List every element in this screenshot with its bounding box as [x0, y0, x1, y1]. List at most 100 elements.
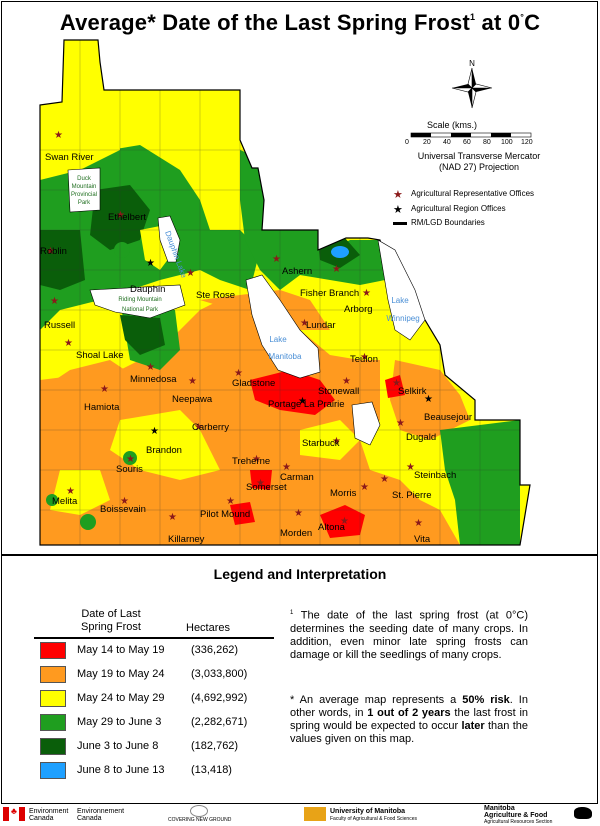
town-label: Killarney — [168, 534, 205, 545]
scale-ticks: 0 20 40 60 80 100 120 — [405, 139, 545, 149]
boundary-line-icon — [393, 222, 407, 225]
office-star-icon: ★ — [414, 518, 423, 529]
footnote-2-bold: 50% risk — [462, 694, 510, 706]
footnote-1: 1 The date of the last spring frost (at … — [290, 607, 528, 662]
lake-manitoba — [245, 274, 321, 379]
covering-new-ground-logo: COVERING NEW GROUND — [168, 805, 231, 825]
footnote-2: * An average map represents a 50% risk. … — [290, 694, 528, 746]
um-line2: Faculty of Agricultural & Food Sciences — [330, 816, 417, 822]
town-label: Arborg — [344, 304, 373, 315]
legend-swatch — [40, 690, 66, 707]
town-label: St. Pierre — [392, 490, 432, 501]
town-label: Minnedosa — [130, 374, 177, 385]
riding-mountain-label: Riding Mountain National Park — [118, 297, 161, 313]
zone-yellow-swanriver — [40, 40, 120, 175]
office-star-icon: ★ — [186, 268, 195, 279]
office-star-icon: ★ — [150, 426, 159, 437]
town-label: Boissevain — [100, 504, 146, 515]
rep-office-star-icon: ★ — [393, 189, 403, 201]
legend-hectares: (13,418) — [191, 764, 232, 776]
canada-flag-icon: ♣ — [3, 807, 25, 821]
office-star-icon: ★ — [100, 384, 109, 395]
town-label: Dauphin — [130, 284, 165, 295]
zone-may14-19-morden — [230, 502, 255, 525]
town-label: Melita — [52, 496, 78, 507]
swirl-icon — [190, 805, 208, 817]
office-star-icon: ★ — [424, 394, 433, 405]
zone-may19-24-d — [390, 360, 470, 440]
maf-line1: Manitoba — [484, 805, 515, 812]
map-panel — [1, 1, 598, 555]
zone-may14-19-selkirk — [385, 375, 405, 398]
zone-june3-8-c — [120, 315, 165, 355]
title-footnote-marker: 1 — [470, 12, 476, 22]
projection-note: Universal Transverse Mercator (NAD 27) P… — [404, 151, 554, 173]
legend-col-date: Date of Last Spring Frost — [81, 608, 141, 633]
zone-may29-june3-east — [440, 420, 520, 545]
duck-mountain-park — [67, 167, 101, 213]
town-label: Neepawa — [172, 394, 213, 405]
zone-may29-june3-interlake — [240, 150, 385, 290]
footnote-2-part: than the values given on this map. — [290, 720, 528, 745]
town-label: Somerset — [246, 482, 287, 493]
office-star-icon: ★ — [50, 296, 59, 307]
legend-hectares: (336,262) — [191, 644, 239, 656]
legend-hectares: (3,033,800) — [191, 668, 248, 680]
office-star-icon: ★ — [298, 396, 307, 407]
zone-june3-8-a — [90, 185, 150, 250]
office-star-icon: ★ — [300, 318, 309, 329]
office-star-icon: ★ — [126, 454, 135, 465]
duck-mountain-label: Duck Mountain Provincial Park — [71, 176, 97, 206]
town-label: Beausejour — [424, 412, 472, 423]
footnote-1-marker: 1 — [290, 610, 294, 616]
town-label: Brandon — [146, 445, 182, 456]
lake-winnipeg-label: Lake Winnipeg — [386, 296, 419, 323]
town-label: Roblin — [40, 246, 67, 257]
legend-hectares: (182,762) — [191, 740, 239, 752]
town-label: Morden — [280, 528, 312, 539]
legend-hectares: (2,282,671) — [191, 716, 248, 728]
office-star-icon: ★ — [256, 478, 265, 489]
town-label: Morris — [330, 488, 357, 499]
ec-english: Environment Canada — [29, 808, 69, 822]
office-star-icon: ★ — [332, 436, 341, 447]
um-logo: University of Manitoba Faculty of Agricu… — [304, 805, 454, 825]
province-outline — [39, 39, 531, 546]
title-degree: ° — [520, 12, 525, 22]
scale-tick: 60 — [463, 139, 471, 146]
legend-swatch — [40, 762, 66, 779]
office-star-icon: ★ — [360, 482, 369, 493]
region-office-star-icon: ★ — [393, 204, 403, 216]
legend-rule — [34, 637, 274, 639]
scale-tick: 100 — [501, 139, 513, 146]
zone-june8-13 — [331, 246, 349, 258]
north-letter: N — [469, 59, 475, 68]
projection-line2: (NAD 27) Projection — [438, 162, 520, 172]
um-line1: University of Manitoba — [330, 808, 406, 815]
office-star-icon: ★ — [194, 422, 203, 433]
office-star-icon: ★ — [360, 352, 369, 363]
town-label: Swan River — [45, 152, 94, 163]
town-label: Selkirk — [398, 386, 427, 397]
town-label: Stonewall — [318, 386, 359, 397]
map-title: Average* Date of the Last Spring Frost1 … — [0, 10, 600, 36]
legend-date-range: May 29 to June 3 — [77, 716, 162, 728]
um-crest-icon — [304, 807, 326, 821]
office-star-icon: ★ — [188, 376, 197, 387]
town-label: Steinbach — [414, 470, 456, 481]
scale-tick: 80 — [483, 139, 491, 146]
office-star-icon: ★ — [342, 376, 351, 387]
office-star-icon: ★ — [406, 462, 415, 473]
legend-date-range: May 14 to May 19 — [77, 644, 165, 656]
office-star-icon: ★ — [392, 378, 401, 389]
town-label: Teulon — [350, 354, 378, 365]
green-patch-1 — [80, 514, 96, 530]
office-star-icon: ★ — [294, 508, 303, 519]
office-star-icon: ★ — [168, 512, 177, 523]
office-star-icon: ★ — [116, 210, 125, 221]
town-label: Carman — [280, 472, 314, 483]
boundaries-label: RM/LGD Boundaries — [411, 218, 485, 227]
scale-title: Scale (kms.) — [427, 120, 478, 130]
footnote-2-bold: 1 out of 2 years — [367, 707, 451, 719]
